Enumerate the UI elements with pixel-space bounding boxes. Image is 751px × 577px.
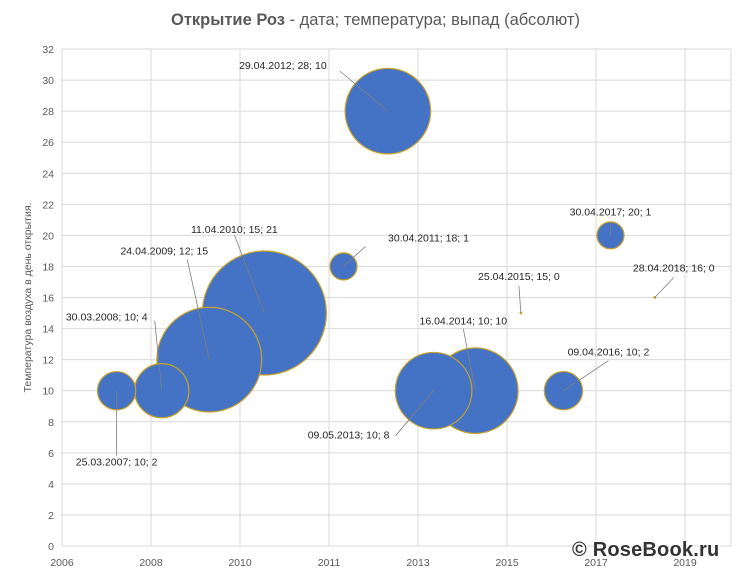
- chart-title-rest: - дата; температура; выпад (абсолют): [285, 11, 580, 29]
- y-tick-label: 4: [48, 479, 54, 491]
- bubble-data-label: 11.04.2010; 15; 21: [191, 224, 278, 236]
- y-tick-label: 2: [48, 510, 54, 522]
- y-tick-label: 14: [42, 324, 54, 336]
- watermark-text: © RoseBook.ru: [572, 539, 720, 561]
- bubble-data-label: 28.04.2018; 16; 0: [633, 263, 715, 275]
- leader-line: [339, 70, 389, 112]
- x-tick-label: 2006: [50, 557, 74, 569]
- x-tick-label: 2011: [318, 557, 341, 569]
- y-tick-label: 16: [42, 293, 54, 305]
- y-tick-label: 6: [48, 448, 54, 460]
- y-axis-title: Температура воздуха в день открытия.: [22, 203, 34, 393]
- leader-line: [343, 246, 366, 267]
- leader-line: [154, 320, 163, 391]
- leader-line: [462, 328, 476, 391]
- bubble-data-label: 30.04.2011; 18; 1: [388, 232, 469, 244]
- bubble-data-label: 09.04.2016; 10; 2: [568, 347, 650, 359]
- x-tick-label: 2010: [228, 557, 252, 569]
- leader-line: [395, 390, 434, 436]
- y-tick-label: 26: [42, 137, 54, 149]
- x-tick-label: 2017: [584, 557, 608, 569]
- chart-title: Открытие Роз - дата; температура; выпад …: [0, 11, 751, 30]
- leader-line: [234, 234, 265, 314]
- x-tick-label: 2019: [673, 557, 697, 569]
- leader-line: [186, 259, 210, 360]
- bubble-data-label: 24.04.2009; 12; 15: [120, 246, 208, 258]
- x-tick-label: 2015: [495, 557, 519, 569]
- x-tick-label: 2008: [139, 557, 163, 569]
- x-tick-label: 2013: [406, 557, 430, 569]
- y-tick-label: 18: [42, 261, 54, 273]
- y-tick-label: 8: [48, 417, 54, 429]
- leader-line: [654, 277, 675, 298]
- y-tick-label: 20: [42, 230, 54, 242]
- y-tick-label: 28: [42, 106, 54, 118]
- bubble-data-label: 25.04.2015; 15; 0: [478, 271, 560, 283]
- bubble-data-label: 09.05.2013; 10; 8: [308, 430, 390, 442]
- y-tick-label: 30: [42, 75, 54, 87]
- bubble-data-label: 30.03.2008; 10; 4: [66, 312, 148, 324]
- leader-line: [518, 286, 522, 314]
- y-tick-label: 12: [42, 355, 54, 367]
- chart-title-bold: Открытие Роз: [171, 11, 285, 29]
- y-tick-label: 0: [48, 541, 54, 553]
- bubble-data-label: 16.04.2014; 10; 10: [420, 316, 508, 328]
- y-tick-label: 10: [42, 386, 54, 398]
- y-tick-label: 24: [42, 168, 54, 180]
- y-tick-label: 22: [42, 199, 54, 211]
- bubble-data-label: 25.03.2007; 10; 2: [76, 457, 158, 469]
- bubble-data-label: 30.04.2017; 20; 1: [570, 206, 652, 218]
- y-tick-label: 32: [42, 44, 54, 56]
- bubble-data-label: 29.04.2012; 28; 10: [239, 60, 327, 72]
- leader-line: [563, 360, 609, 392]
